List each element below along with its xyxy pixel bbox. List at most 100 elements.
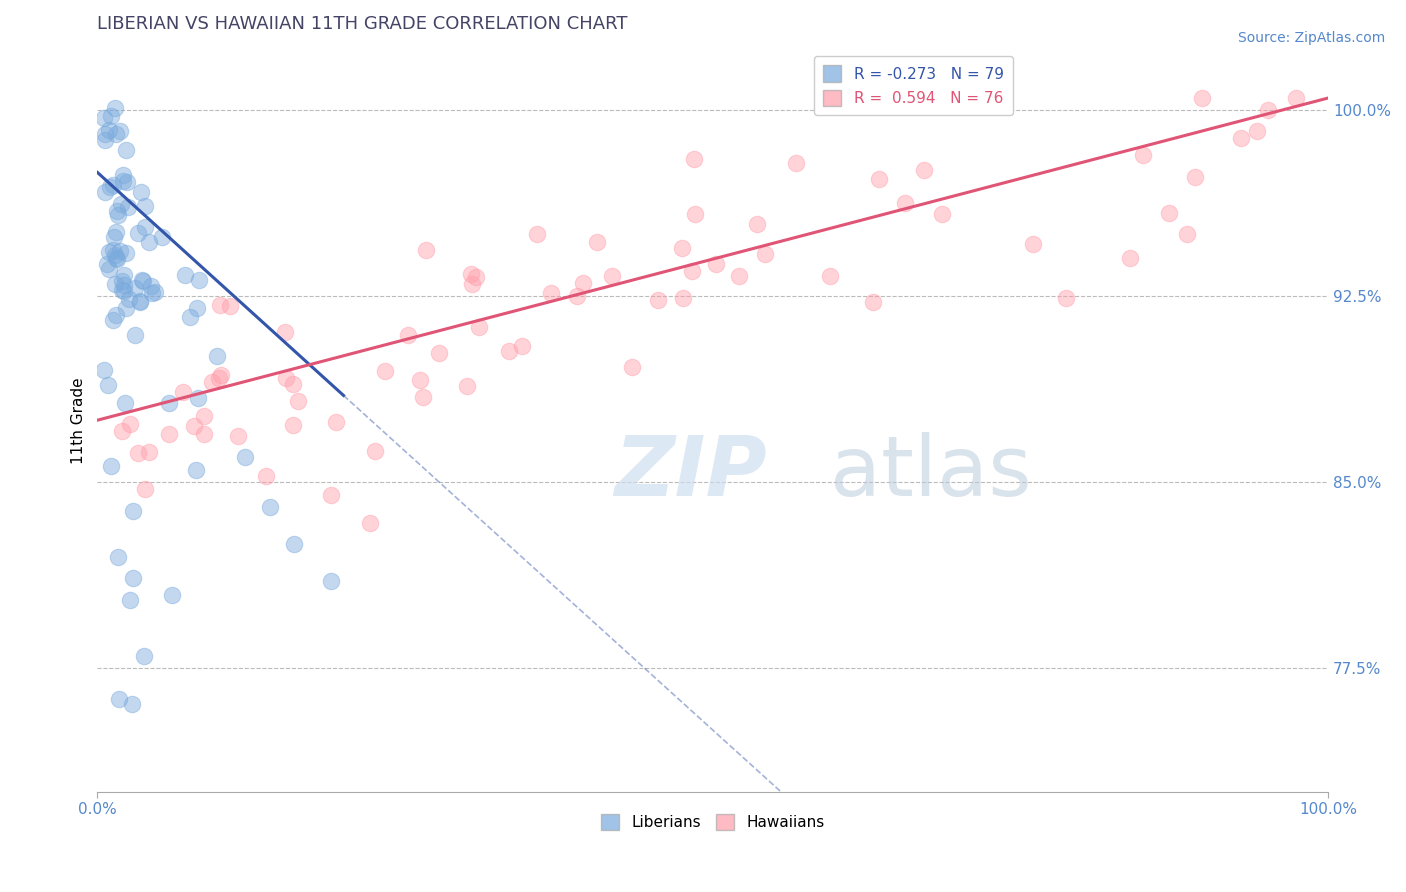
Point xyxy=(115,144,138,158)
Point xyxy=(98,244,121,259)
Point xyxy=(127,227,149,241)
Point xyxy=(134,482,156,496)
Point xyxy=(745,217,768,231)
Point xyxy=(115,176,138,190)
Point xyxy=(862,295,884,310)
Point xyxy=(104,101,127,115)
Point xyxy=(754,247,776,261)
Point xyxy=(1246,123,1268,137)
Point xyxy=(105,252,128,266)
Point xyxy=(124,328,146,343)
Point xyxy=(396,328,419,343)
Point xyxy=(461,277,484,292)
Point xyxy=(1184,169,1206,184)
Point xyxy=(184,463,207,477)
Point xyxy=(94,127,117,141)
Point xyxy=(101,243,124,257)
Point xyxy=(572,277,595,291)
Point xyxy=(101,313,124,327)
Point xyxy=(134,199,156,213)
Point xyxy=(107,208,129,222)
Point xyxy=(97,377,120,392)
Point xyxy=(100,109,122,123)
Point xyxy=(111,174,134,188)
Point xyxy=(274,326,297,340)
Point xyxy=(101,178,124,192)
Point xyxy=(219,299,242,313)
Point xyxy=(134,219,156,234)
Point xyxy=(510,338,533,352)
Point xyxy=(1132,147,1154,161)
Point xyxy=(683,153,706,167)
Point xyxy=(114,396,136,410)
Point xyxy=(319,488,342,502)
Point xyxy=(94,186,117,200)
Point xyxy=(586,235,609,249)
Point xyxy=(325,415,347,429)
Point xyxy=(1191,91,1213,105)
Point xyxy=(409,373,432,387)
Point xyxy=(1054,291,1077,305)
Point xyxy=(374,364,396,378)
Point xyxy=(104,277,127,291)
Point xyxy=(112,268,135,282)
Point xyxy=(1285,91,1308,105)
Point xyxy=(105,203,128,218)
Point xyxy=(138,235,160,249)
Point xyxy=(179,310,201,325)
Point xyxy=(565,289,588,303)
Point xyxy=(412,390,434,404)
Point xyxy=(157,427,180,442)
Point xyxy=(111,274,134,288)
Text: atlas: atlas xyxy=(830,432,1032,513)
Point xyxy=(209,368,232,383)
Point xyxy=(1157,206,1180,220)
Point xyxy=(498,343,520,358)
Point xyxy=(671,241,693,255)
Point xyxy=(931,206,953,220)
Point xyxy=(526,227,548,241)
Point xyxy=(141,285,163,300)
Point xyxy=(1119,252,1142,266)
Point xyxy=(188,273,211,287)
Legend: Liberians, Hawaiians: Liberians, Hawaiians xyxy=(595,807,831,837)
Point xyxy=(254,469,277,483)
Point xyxy=(785,155,807,169)
Point xyxy=(672,292,695,306)
Point xyxy=(868,172,890,186)
Point xyxy=(647,293,669,308)
Point xyxy=(364,443,387,458)
Point xyxy=(1257,103,1279,118)
Point xyxy=(259,500,281,514)
Point xyxy=(132,648,155,663)
Point xyxy=(160,588,183,602)
Point xyxy=(465,269,488,284)
Point xyxy=(201,375,224,389)
Point xyxy=(108,692,131,706)
Point xyxy=(118,593,141,607)
Point xyxy=(139,279,162,293)
Point xyxy=(128,294,150,309)
Point xyxy=(283,537,305,551)
Point xyxy=(143,285,166,300)
Point xyxy=(1022,236,1045,251)
Point xyxy=(226,429,249,443)
Point xyxy=(359,516,381,531)
Point xyxy=(104,251,127,265)
Point xyxy=(321,574,343,589)
Point xyxy=(274,370,297,384)
Point xyxy=(233,450,256,465)
Point xyxy=(122,504,145,518)
Point xyxy=(281,376,304,391)
Point xyxy=(894,195,917,210)
Y-axis label: 11th Grade: 11th Grade xyxy=(72,377,86,464)
Point xyxy=(112,277,135,292)
Point xyxy=(94,133,117,147)
Point xyxy=(183,418,205,433)
Point xyxy=(97,123,120,137)
Point xyxy=(818,268,841,283)
Point xyxy=(187,392,209,406)
Point xyxy=(108,244,131,258)
Point xyxy=(205,349,228,363)
Point xyxy=(110,124,132,138)
